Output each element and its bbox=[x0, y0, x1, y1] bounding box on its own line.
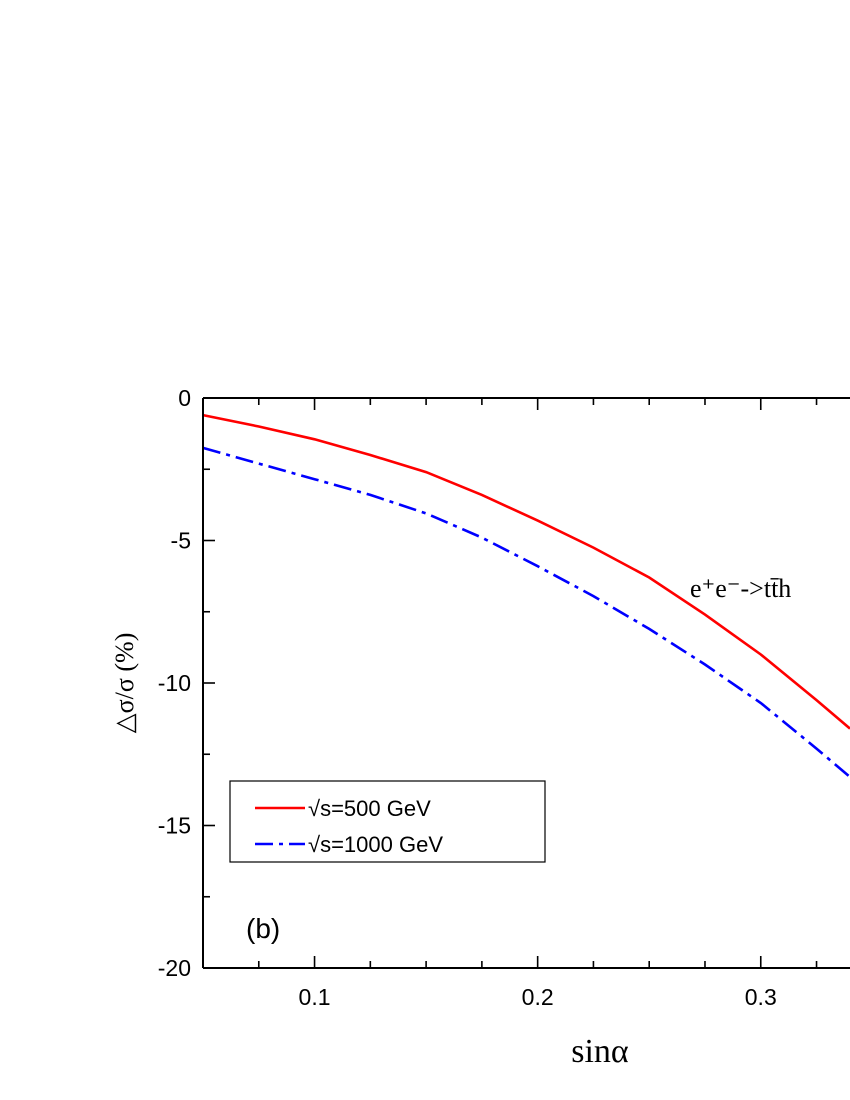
plot-frame bbox=[202, 397, 850, 969]
y-axis-ticks: 0 -5 -10 -15 -20 bbox=[158, 385, 215, 981]
legend-label-1000: √s=1000 GeV bbox=[308, 832, 443, 857]
legend: √s=500 GeV √s=1000 GeV bbox=[229, 780, 546, 863]
plot-lines bbox=[202, 413, 850, 778]
process-annotation: e⁺e⁻->tt̄h bbox=[690, 574, 791, 603]
y-axis-title: △σ/σ (%) bbox=[110, 633, 139, 734]
x-axis-title: sinα bbox=[571, 1033, 629, 1070]
x-axis-ticks: 0.1 0.2 0.3 bbox=[202, 398, 818, 1010]
series-line-1 bbox=[202, 446, 850, 778]
legend-label-500: √s=500 GeV bbox=[308, 796, 431, 821]
y-tick-label: -10 bbox=[158, 670, 191, 696]
x-tick-label: 0.2 bbox=[522, 984, 554, 1010]
panel-label: (b) bbox=[246, 913, 280, 944]
y-tick-label: -5 bbox=[171, 528, 191, 554]
y-tick-label: -15 bbox=[158, 813, 191, 839]
x-tick-label: 0.1 bbox=[299, 984, 331, 1010]
y-tick-label: -20 bbox=[158, 955, 191, 981]
series-line-0 bbox=[202, 413, 850, 730]
y-tick-label: 0 bbox=[178, 385, 191, 411]
legend-box bbox=[229, 780, 546, 863]
x-tick-label: 0.3 bbox=[745, 984, 777, 1010]
